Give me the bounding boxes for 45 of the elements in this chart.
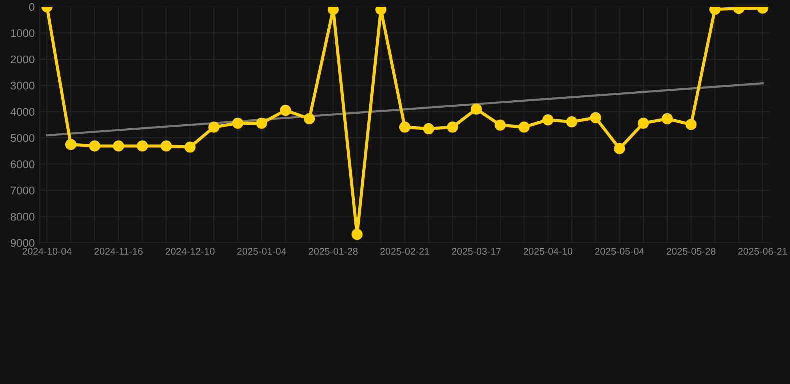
- point: [494, 120, 506, 131]
- y-tick-label: 0: [29, 3, 35, 12]
- point: [160, 140, 172, 152]
- point: [184, 142, 196, 153]
- y-tick-label: 7000: [10, 186, 35, 195]
- point: [686, 119, 697, 130]
- x-tick-label: 2024-12-10: [166, 248, 215, 255]
- y-tick-label: 9000: [10, 239, 35, 248]
- point: [113, 140, 124, 152]
- point: [662, 113, 673, 125]
- point: [447, 122, 458, 133]
- point: [614, 143, 626, 154]
- point: [304, 113, 316, 125]
- y-tick-label: 3000: [10, 82, 35, 90]
- point: [471, 104, 482, 115]
- point: [423, 123, 434, 134]
- point: [280, 105, 292, 116]
- point: [542, 114, 554, 126]
- point: [208, 122, 220, 133]
- x-tick-label: 2025-04-10: [524, 248, 573, 255]
- x-tick-label: 2024-11-16: [94, 248, 143, 255]
- y-tick-label: 1000: [11, 29, 35, 38]
- point: [137, 140, 148, 152]
- point: [399, 122, 411, 133]
- point: [566, 116, 578, 128]
- x-tick-label: 2025-03-17: [452, 248, 501, 255]
- y-tick-label: 8000: [10, 213, 35, 221]
- point: [65, 139, 77, 150]
- point: [256, 118, 268, 129]
- point: [638, 118, 650, 129]
- point: [518, 122, 530, 133]
- x-tick-label: 2024-10-04: [22, 248, 72, 255]
- x-tick-label: 2025-05-28: [666, 248, 716, 255]
- x-tick-label: 2025-01-04: [237, 248, 286, 255]
- y-tick-label: 5000: [10, 134, 35, 142]
- y-tick-label: 6000: [10, 160, 35, 168]
- x-tick-label: 2025-06-21: [738, 248, 788, 255]
- y-tick-label: 2000: [10, 56, 35, 64]
- point: [590, 112, 602, 124]
- x-tick-label: 2025-01-28: [309, 248, 358, 255]
- point: [232, 118, 244, 129]
- y-tick-label: 4000: [10, 108, 35, 116]
- point: [89, 140, 100, 152]
- x-tick-label: 2025-05-04: [595, 248, 644, 255]
- x-tick-label: 2025-02-21: [380, 248, 430, 255]
